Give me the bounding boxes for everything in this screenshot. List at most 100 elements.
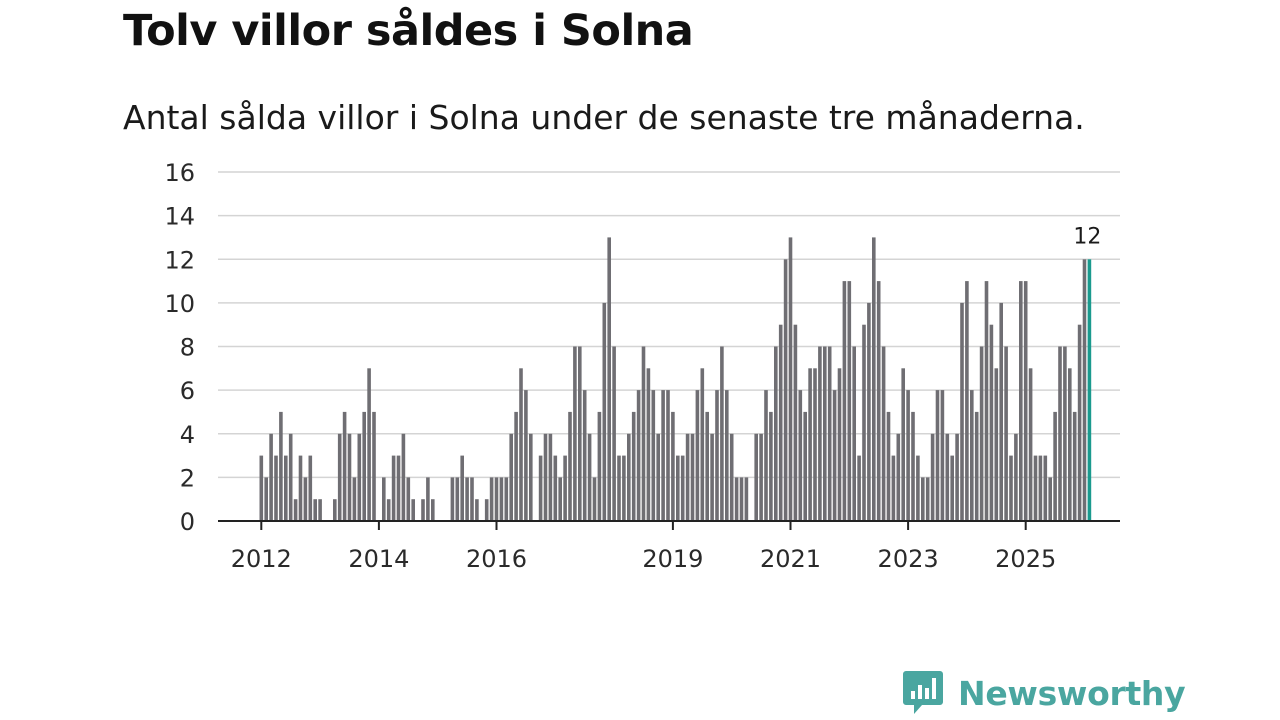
bar [308, 455, 313, 521]
bar [793, 324, 798, 521]
bar [808, 368, 812, 521]
bar [965, 281, 969, 521]
bar [921, 477, 925, 521]
bar [827, 346, 832, 521]
bar [538, 455, 543, 521]
bar [1023, 281, 1028, 521]
bar-highlight [1087, 259, 1092, 522]
bar [612, 346, 616, 521]
bar [651, 390, 656, 521]
bar [259, 455, 264, 521]
bar [450, 477, 455, 521]
bar [935, 390, 940, 521]
bar [739, 477, 744, 521]
bar [661, 390, 665, 521]
bar [563, 455, 567, 521]
bar [1033, 455, 1038, 521]
bar [622, 455, 626, 521]
bar [666, 390, 670, 521]
bar [1028, 368, 1033, 521]
bar [504, 477, 509, 521]
bar [710, 433, 714, 522]
bar [352, 477, 357, 521]
bar [872, 237, 876, 521]
bar [1004, 346, 1008, 521]
bar [382, 477, 386, 521]
bar [1053, 411, 1057, 521]
bar [617, 455, 621, 521]
bar [930, 433, 935, 522]
bar [671, 411, 675, 521]
bar [426, 477, 430, 521]
bar [475, 499, 479, 521]
bar [494, 477, 499, 521]
bar [925, 477, 930, 521]
bar [886, 411, 891, 521]
x-axis: 2012 2014 2016 2019 2021 2023 2025 [218, 520, 1120, 573]
bar [984, 281, 989, 521]
bar [357, 433, 362, 522]
bar [519, 368, 523, 521]
bar [842, 281, 847, 521]
bar [524, 390, 528, 521]
chart-title: Tolv villor såldes i Solna [123, 6, 694, 56]
bar [1082, 259, 1087, 522]
bar [725, 390, 729, 521]
bar [293, 499, 298, 521]
y-tick-label: 16 [164, 159, 195, 187]
bar [288, 433, 293, 522]
bar [823, 346, 827, 521]
x-tick-label: 2012 [231, 545, 292, 573]
bar [578, 346, 582, 521]
bar [970, 390, 974, 521]
bar [744, 477, 749, 521]
bar [333, 499, 337, 521]
bar [720, 346, 724, 521]
bar [876, 281, 881, 521]
bar [529, 433, 533, 522]
bar [631, 411, 636, 521]
bar [690, 433, 695, 522]
bar [832, 390, 837, 521]
bar [470, 477, 474, 521]
y-tick-label: 6 [180, 377, 195, 405]
bar [754, 433, 758, 522]
bar [372, 411, 376, 521]
bar [553, 455, 558, 521]
bar [695, 390, 700, 521]
bar [284, 455, 288, 521]
bar [783, 259, 788, 522]
bar [729, 433, 734, 522]
bar [342, 411, 347, 521]
y-tick-label: 8 [180, 334, 195, 362]
bar [337, 433, 342, 522]
chart-subtitle: Antal sålda villor i Solna under de sena… [123, 98, 1085, 137]
bar [460, 455, 464, 521]
bar [974, 411, 979, 521]
bar [489, 477, 494, 521]
bar [318, 499, 322, 521]
brand-logo: Newsworthy [902, 670, 1186, 716]
bar [592, 477, 597, 521]
bar [960, 302, 964, 521]
bar [367, 368, 371, 521]
bar [573, 346, 577, 521]
bar [484, 499, 489, 521]
bar [1048, 477, 1052, 521]
bar [1077, 324, 1082, 521]
bar [911, 411, 915, 521]
bar [627, 433, 631, 522]
bar [548, 433, 553, 522]
y-tick-label: 4 [180, 421, 195, 449]
bar [774, 346, 778, 521]
bar [386, 499, 391, 521]
bar [514, 411, 518, 521]
bars: 12 [259, 224, 1101, 522]
x-tick-label: 2023 [878, 545, 939, 573]
bar [298, 455, 303, 521]
bar [1058, 346, 1062, 521]
bar [587, 433, 592, 522]
y-axis: 0 2 4 6 8 10 12 14 16 [164, 159, 195, 536]
bar [641, 346, 646, 521]
bar [1043, 455, 1048, 521]
